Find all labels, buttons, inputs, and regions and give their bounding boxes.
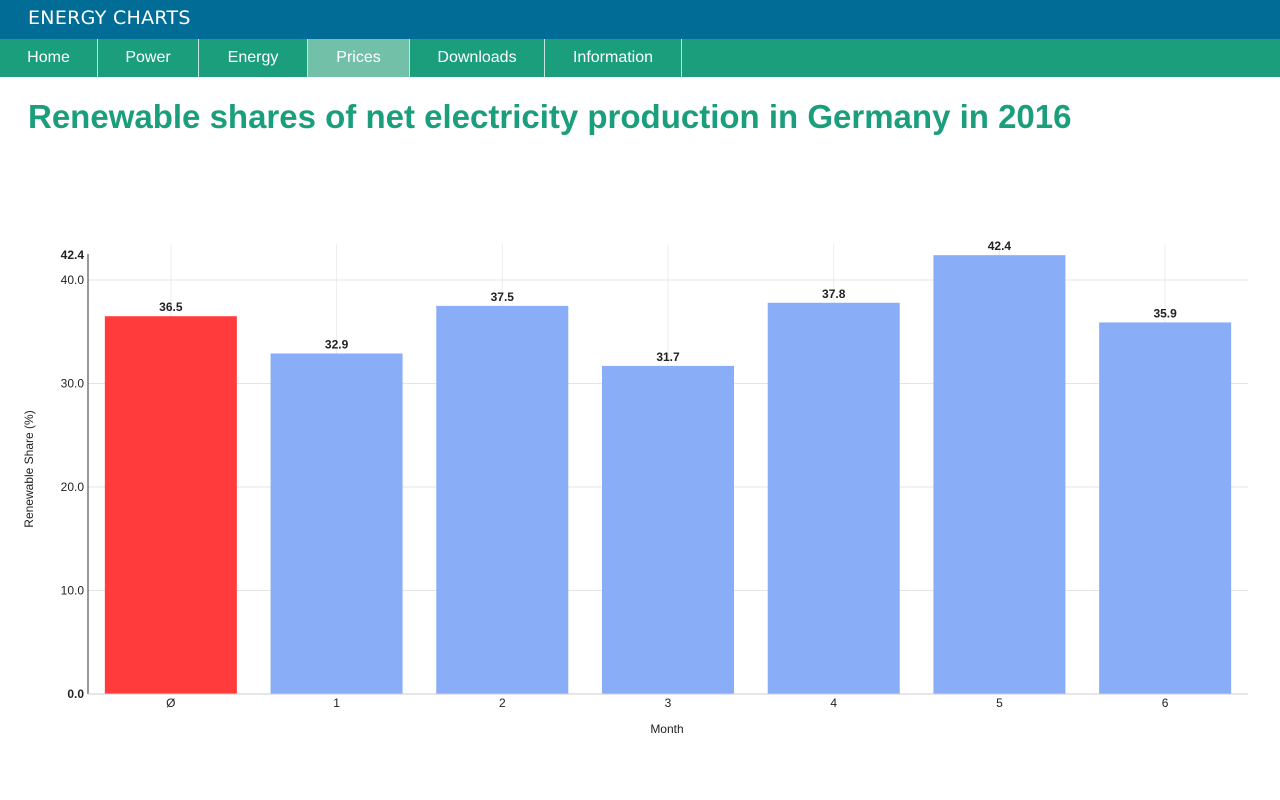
y-tick-label: 42.4 [61,248,85,262]
x-tick-label: 6 [1162,696,1169,710]
data-label: 35.9 [1153,306,1177,320]
x-tick-label: Ø [166,696,175,710]
x-tick-label: 3 [665,696,672,710]
main-nav: Home Power Energy Prices Downloads Infor… [0,39,1280,77]
nav-item-downloads[interactable]: Downloads [410,39,545,77]
data-label: 37.8 [822,287,846,301]
x-tick-label: 1 [333,696,340,710]
y-tick-label: 30.0 [61,377,85,391]
bar-month[interactable] [933,255,1066,694]
data-label: 31.7 [656,350,680,364]
x-axis-title: Month [650,722,683,736]
y-tick-label: 20.0 [61,480,85,494]
data-label: 42.4 [988,239,1012,253]
y-tick-label: 0.0 [67,687,84,701]
data-label: 36.5 [159,300,183,314]
chart-axes: Ø 1 2 3 4 5 6 0.0 10.0 20.0 30.0 40.0 42.4 [61,248,1248,710]
y-tick-label: 10.0 [61,584,85,598]
x-tick-label: 2 [499,696,506,710]
chart-bars: 36.5 32.9 37.5 31.7 37.8 42.4 35.9 [104,239,1232,694]
nav-item-information[interactable]: Information [545,39,682,77]
bar-month[interactable] [436,305,569,694]
data-label: 37.5 [491,290,515,304]
bar-chart: 36.5 32.9 37.5 31.7 37.8 42.4 35.9 Ø 1 2 3 4 5 6 0.0 1… [22,239,1248,736]
app-header: ENERGY CHARTS [0,0,1280,39]
bar-month[interactable] [270,353,403,694]
bar-average[interactable] [104,316,237,694]
x-tick-label: 5 [996,696,1003,710]
bar-month[interactable] [1099,322,1232,694]
nav-item-power[interactable]: Power [98,39,199,77]
bar-month[interactable] [602,365,734,694]
nav-item-energy[interactable]: Energy [199,39,308,77]
app-brand[interactable]: ENERGY CHARTS [28,7,191,29]
nav-item-home[interactable]: Home [0,39,98,77]
y-tick-label: 40.0 [61,273,85,287]
page-title: Renewable shares of net electricity prod… [28,98,1072,135]
x-tick-label: 4 [830,696,837,710]
data-label: 32.9 [325,337,349,351]
y-axis-title: Renewable Share (%) [22,410,36,527]
bar-month[interactable] [767,302,900,694]
nav-item-prices[interactable]: Prices [308,39,410,77]
